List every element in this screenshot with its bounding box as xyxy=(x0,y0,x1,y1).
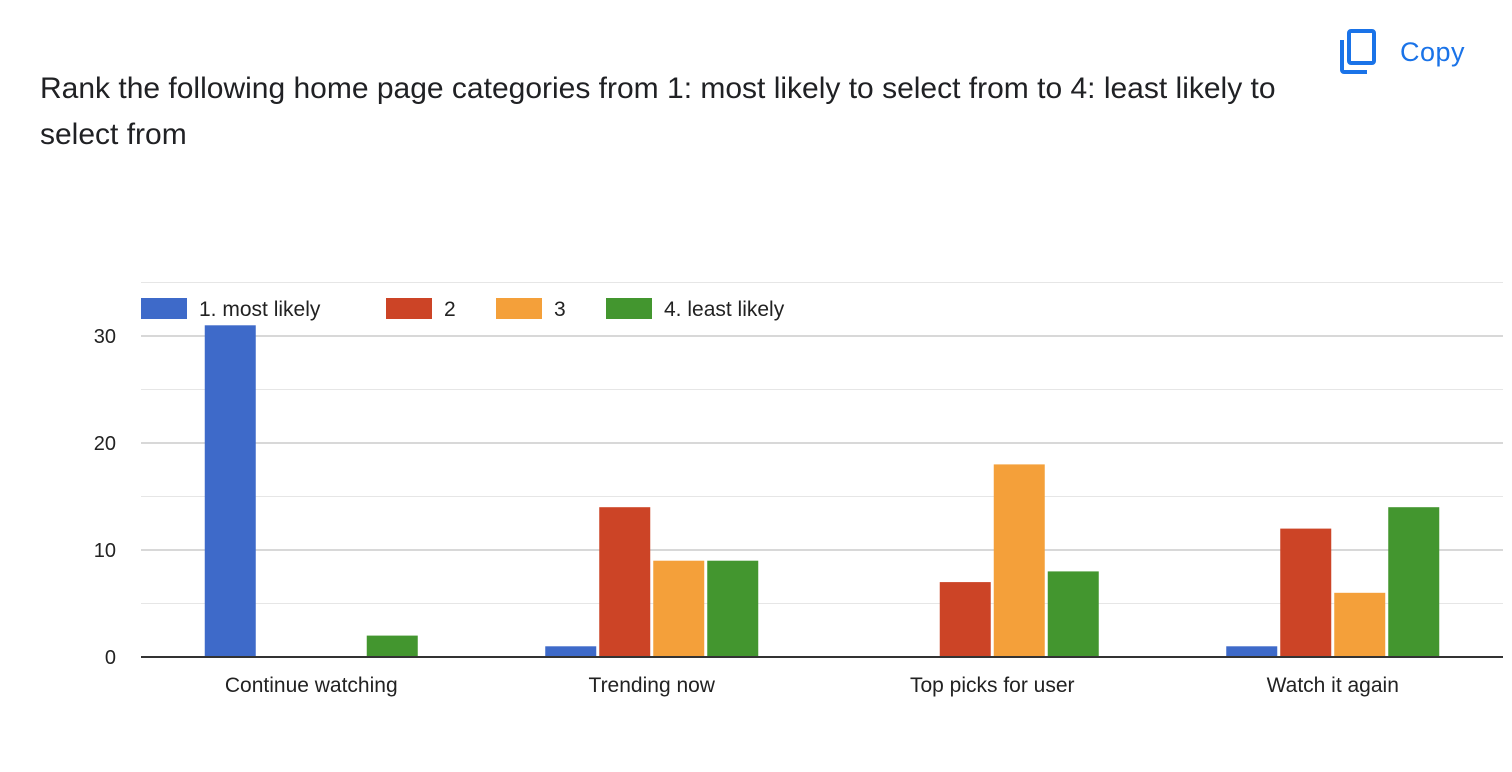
legend-swatch xyxy=(606,298,652,319)
bar xyxy=(366,635,418,657)
x-tick-label: Continue watching xyxy=(225,674,398,697)
question-title: Rank the following home page categories … xyxy=(40,72,1276,151)
bar xyxy=(1388,507,1440,657)
bar xyxy=(599,507,651,657)
bar xyxy=(707,560,759,657)
bar xyxy=(939,582,991,657)
copy-icon xyxy=(1340,29,1376,74)
legend-swatch xyxy=(496,298,542,319)
bar xyxy=(1280,528,1332,657)
bar xyxy=(1334,592,1386,657)
copy-label: Copy xyxy=(1400,36,1466,67)
y-tick-label: 10 xyxy=(94,540,116,562)
x-tick-label: Top picks for user xyxy=(910,674,1075,697)
x-tick-label: Trending now xyxy=(589,674,716,697)
legend-swatch xyxy=(386,298,432,319)
y-tick-label: 0 xyxy=(105,647,116,669)
bar xyxy=(993,464,1045,657)
bar xyxy=(545,646,597,657)
x-tick-label: Watch it again xyxy=(1267,674,1399,697)
legend-label: 1. most likely xyxy=(199,298,321,321)
y-tick-label: 30 xyxy=(94,326,116,348)
legend-label: 3 xyxy=(554,298,566,321)
legend-label: 2 xyxy=(444,298,456,321)
bar xyxy=(653,560,705,657)
legend-label: 4. least likely xyxy=(664,298,785,321)
legend-swatch xyxy=(141,298,187,319)
copy-button[interactable]: Copy xyxy=(1338,28,1465,76)
bar xyxy=(204,325,256,657)
bar xyxy=(1226,646,1278,657)
y-tick-label: 20 xyxy=(94,433,116,455)
bar xyxy=(1047,571,1099,657)
